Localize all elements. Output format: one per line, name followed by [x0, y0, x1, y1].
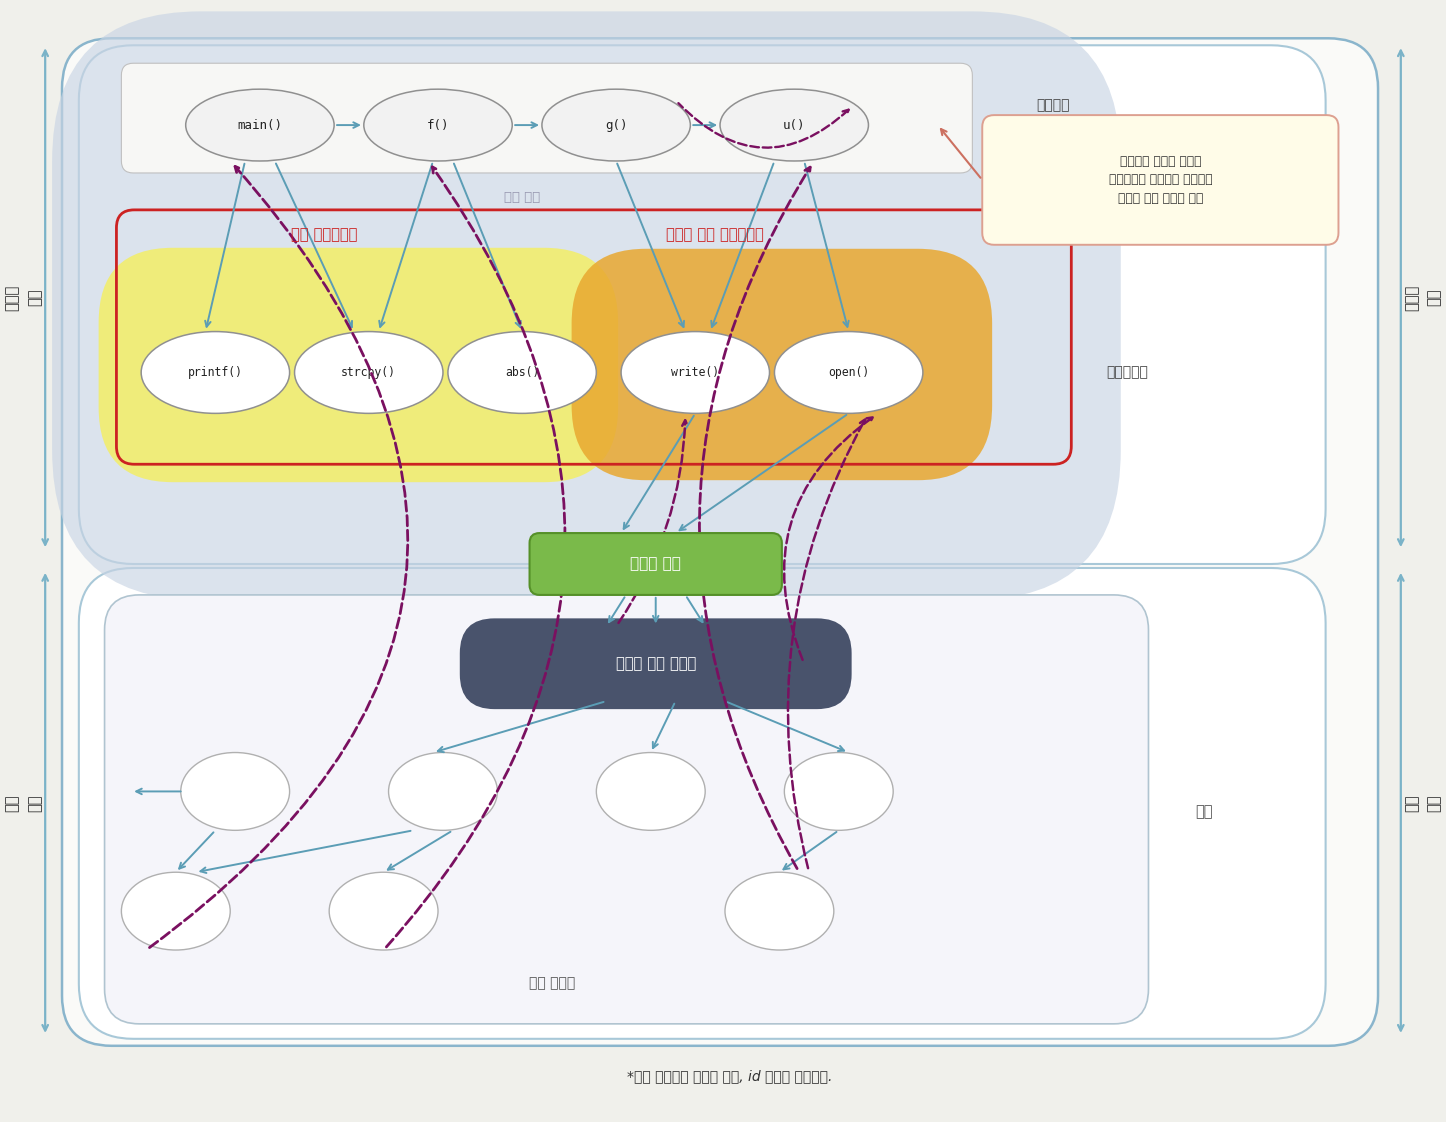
FancyBboxPatch shape — [121, 63, 972, 173]
Ellipse shape — [775, 332, 923, 413]
FancyBboxPatch shape — [571, 249, 992, 480]
FancyBboxPatch shape — [529, 533, 782, 595]
Text: 사용자
공간: 사용자 공간 — [1404, 285, 1442, 311]
Text: 커널: 커널 — [1194, 803, 1213, 819]
Ellipse shape — [448, 332, 596, 413]
FancyBboxPatch shape — [80, 568, 1326, 1039]
Text: write(): write() — [671, 366, 719, 379]
Ellipse shape — [142, 332, 289, 413]
Ellipse shape — [181, 753, 289, 830]
Ellipse shape — [622, 332, 769, 413]
Text: 사용자가
작성한 코드: 사용자가 작성한 코드 — [1037, 99, 1083, 132]
Ellipse shape — [185, 89, 334, 160]
Text: printf(): printf() — [188, 366, 243, 379]
Text: 커널 함수들: 커널 함수들 — [529, 976, 576, 990]
Text: 시스템 호출: 시스템 호출 — [630, 557, 681, 571]
Ellipse shape — [596, 753, 706, 830]
FancyBboxPatch shape — [62, 38, 1378, 1046]
Text: g(): g() — [604, 119, 628, 131]
Text: 사용자가 작성한 코드와
라이브러리 함수들이 링크되어
하나의 실행 파일을 이름: 사용자가 작성한 코드와 라이브러리 함수들이 링크되어 하나의 실행 파일을 … — [1109, 155, 1212, 205]
Text: 표준 라이브러리: 표준 라이브러리 — [291, 228, 357, 242]
Text: abs(): abs() — [505, 366, 539, 379]
Text: f(): f() — [427, 119, 450, 131]
FancyBboxPatch shape — [52, 11, 1121, 600]
Text: main(): main() — [237, 119, 282, 131]
Ellipse shape — [295, 332, 442, 413]
Text: 커널
공간: 커널 공간 — [1404, 794, 1442, 812]
Text: u(): u() — [782, 119, 805, 131]
Ellipse shape — [784, 753, 894, 830]
FancyBboxPatch shape — [80, 45, 1326, 564]
Ellipse shape — [121, 872, 230, 950]
Text: 시스템 호출 라이브러리: 시스템 호출 라이브러리 — [667, 228, 763, 242]
Text: 시스템 호출 핸들러: 시스템 호출 핸들러 — [616, 656, 696, 671]
Text: open(): open() — [829, 366, 869, 379]
Text: *커널 함수들은 이름이 없고, id 번호로 구분된다.: *커널 함수들은 이름이 없고, id 번호로 구분된다. — [628, 1069, 833, 1083]
Ellipse shape — [724, 872, 834, 950]
Ellipse shape — [330, 872, 438, 950]
Text: strcpy(): strcpy() — [341, 366, 396, 379]
Text: 사용자
모드: 사용자 모드 — [4, 285, 42, 311]
FancyBboxPatch shape — [460, 618, 852, 709]
Ellipse shape — [364, 89, 512, 160]
FancyBboxPatch shape — [982, 116, 1339, 245]
FancyBboxPatch shape — [104, 595, 1148, 1024]
Text: 함수 호출: 함수 호출 — [505, 192, 541, 204]
Text: 커널
모드: 커널 모드 — [4, 794, 42, 812]
Text: 라이브러리: 라이브러리 — [1106, 366, 1148, 379]
Ellipse shape — [720, 89, 869, 160]
Ellipse shape — [542, 89, 690, 160]
Ellipse shape — [389, 753, 497, 830]
FancyBboxPatch shape — [98, 248, 617, 482]
